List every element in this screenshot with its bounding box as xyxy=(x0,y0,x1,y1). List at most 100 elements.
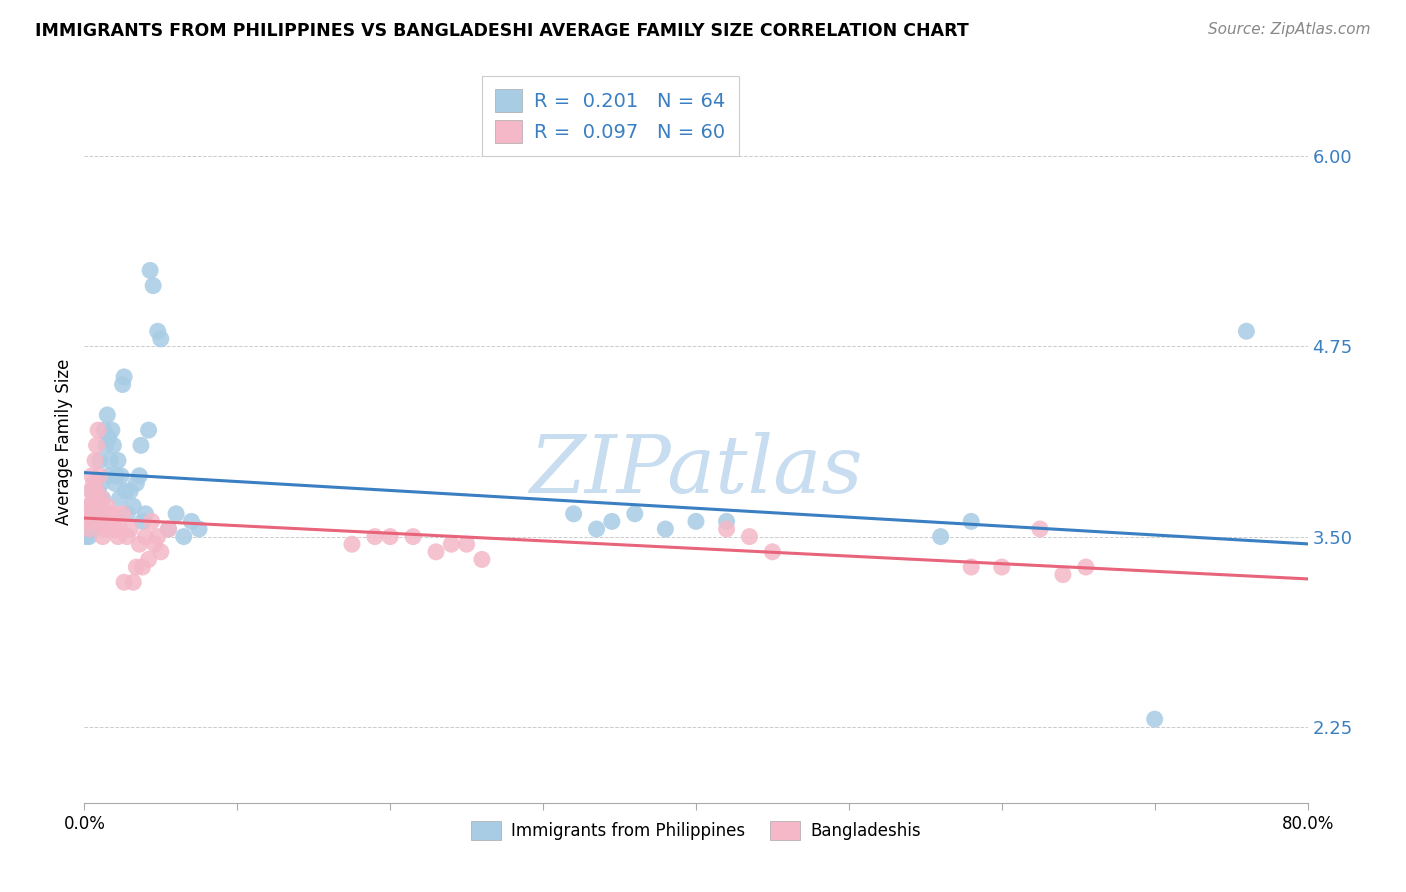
Point xyxy=(83,522,105,536)
Point xyxy=(654,522,676,536)
Point xyxy=(98,453,121,467)
Point xyxy=(107,530,129,544)
Point xyxy=(103,438,125,452)
Point xyxy=(131,515,153,529)
Point xyxy=(624,507,647,521)
Point xyxy=(83,499,105,513)
Point xyxy=(84,491,107,506)
Point xyxy=(738,530,761,544)
Point xyxy=(86,507,108,521)
Point xyxy=(128,537,150,551)
Point xyxy=(685,515,707,529)
Point xyxy=(101,423,124,437)
Point xyxy=(97,507,120,521)
Point xyxy=(98,522,121,536)
Point xyxy=(138,423,160,437)
Point xyxy=(86,438,108,452)
Point xyxy=(188,522,211,536)
Point xyxy=(76,499,98,513)
Point xyxy=(142,278,165,293)
Text: ZIPatlas: ZIPatlas xyxy=(529,432,863,509)
Point xyxy=(87,423,110,437)
Point xyxy=(80,483,103,498)
Point xyxy=(146,324,169,338)
Point xyxy=(716,515,738,529)
Point xyxy=(139,263,162,277)
Point xyxy=(471,552,494,566)
Point xyxy=(93,515,115,529)
Point xyxy=(80,499,103,513)
Point xyxy=(1236,324,1258,338)
Point xyxy=(402,530,425,544)
Point xyxy=(96,408,118,422)
Point xyxy=(84,453,107,467)
Point xyxy=(83,515,105,529)
Point xyxy=(104,476,127,491)
Point xyxy=(1074,560,1097,574)
Point xyxy=(112,370,135,384)
Point xyxy=(115,530,138,544)
Point xyxy=(84,515,107,529)
Point xyxy=(761,545,783,559)
Point xyxy=(108,491,131,506)
Point xyxy=(562,507,585,521)
Point xyxy=(97,431,120,445)
Point xyxy=(128,468,150,483)
Point xyxy=(585,522,607,536)
Point xyxy=(104,522,127,536)
Point xyxy=(143,537,166,551)
Point xyxy=(125,476,148,491)
Point xyxy=(90,491,112,506)
Point xyxy=(80,507,103,521)
Point xyxy=(87,499,110,513)
Point xyxy=(91,530,114,544)
Point xyxy=(440,537,463,551)
Point xyxy=(125,560,148,574)
Point xyxy=(79,483,101,498)
Point xyxy=(89,453,111,467)
Point xyxy=(86,499,108,513)
Point xyxy=(96,499,118,513)
Point xyxy=(77,507,100,521)
Point xyxy=(173,530,195,544)
Point xyxy=(1052,567,1074,582)
Point xyxy=(131,560,153,574)
Point xyxy=(110,468,132,483)
Point xyxy=(1143,712,1166,726)
Point xyxy=(80,468,103,483)
Point xyxy=(340,537,363,551)
Point xyxy=(129,438,152,452)
Point xyxy=(960,515,983,529)
Point xyxy=(149,545,172,559)
Point xyxy=(120,522,142,536)
Point xyxy=(79,499,101,513)
Point xyxy=(716,522,738,536)
Point xyxy=(103,507,125,521)
Point xyxy=(89,515,111,529)
Point xyxy=(149,332,172,346)
Point xyxy=(84,491,107,506)
Point xyxy=(105,468,128,483)
Point xyxy=(146,530,169,544)
Point xyxy=(600,515,623,529)
Point xyxy=(76,515,98,529)
Point xyxy=(960,560,983,574)
Point xyxy=(115,507,138,521)
Point xyxy=(929,530,952,544)
Point xyxy=(111,507,134,521)
Point xyxy=(120,483,142,498)
Point xyxy=(93,423,115,437)
Y-axis label: Average Family Size: Average Family Size xyxy=(55,359,73,524)
Point xyxy=(94,438,117,452)
Point xyxy=(77,530,100,544)
Point xyxy=(87,483,110,498)
Point xyxy=(94,522,117,536)
Point xyxy=(1029,522,1052,536)
Point xyxy=(75,515,97,529)
Point xyxy=(114,483,136,498)
Text: Source: ZipAtlas.com: Source: ZipAtlas.com xyxy=(1208,22,1371,37)
Point xyxy=(991,560,1014,574)
Point xyxy=(77,522,100,536)
Point xyxy=(89,491,111,506)
Point xyxy=(135,530,157,544)
